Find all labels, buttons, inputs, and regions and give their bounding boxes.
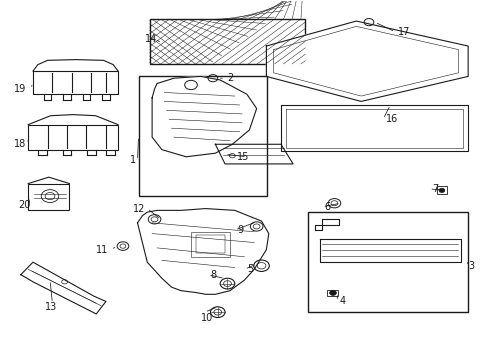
Text: 4: 4 — [339, 296, 345, 306]
Text: 13: 13 — [45, 302, 57, 312]
Text: 15: 15 — [237, 152, 249, 162]
Text: 1: 1 — [130, 156, 136, 165]
Bar — [138, 76, 267, 196]
Bar — [28, 184, 69, 210]
Text: 20: 20 — [19, 200, 31, 210]
Text: 3: 3 — [467, 261, 473, 271]
Bar — [149, 19, 305, 64]
Polygon shape — [21, 262, 106, 314]
Text: 6: 6 — [324, 202, 330, 212]
Text: 9: 9 — [237, 225, 243, 235]
Polygon shape — [319, 239, 460, 262]
Polygon shape — [152, 76, 256, 157]
Text: 16: 16 — [385, 114, 397, 124]
Bar — [191, 232, 229, 257]
Circle shape — [329, 291, 336, 296]
Bar — [196, 235, 224, 253]
Polygon shape — [266, 21, 467, 102]
Polygon shape — [137, 208, 268, 294]
Bar — [326, 290, 337, 296]
Text: 7: 7 — [431, 184, 437, 194]
Text: 5: 5 — [246, 264, 253, 274]
Bar — [33, 71, 118, 94]
Circle shape — [438, 188, 444, 193]
Polygon shape — [215, 144, 292, 164]
Polygon shape — [314, 219, 339, 230]
Text: 10: 10 — [201, 312, 213, 323]
Bar — [436, 186, 447, 194]
Polygon shape — [281, 105, 467, 152]
Text: 11: 11 — [96, 245, 108, 255]
Text: 18: 18 — [14, 139, 26, 149]
Text: 17: 17 — [397, 27, 409, 37]
Text: 19: 19 — [14, 84, 26, 94]
Text: 14: 14 — [144, 34, 157, 44]
Text: 8: 8 — [210, 270, 216, 280]
Bar — [307, 212, 467, 312]
Bar — [28, 125, 118, 150]
Text: 12: 12 — [132, 203, 145, 213]
Text: 2: 2 — [227, 73, 233, 83]
